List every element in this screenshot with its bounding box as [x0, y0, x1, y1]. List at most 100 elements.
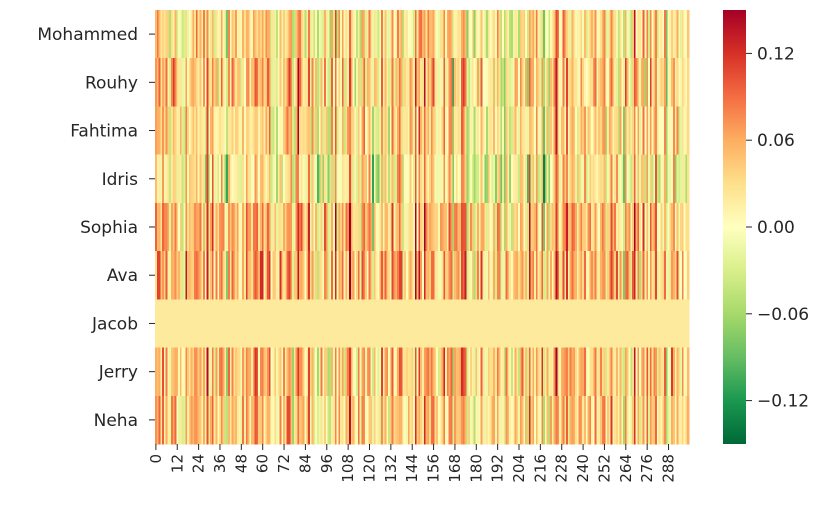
heatmap-cell [589, 58, 592, 107]
heatmap-cell [430, 251, 434, 300]
heatmap-cell [576, 10, 580, 59]
heatmap-cell [398, 202, 402, 252]
heatmap-cell [324, 347, 327, 397]
heatmap-cell [299, 251, 302, 300]
heatmap-cell [256, 58, 259, 107]
heatmap-cell [573, 202, 576, 252]
heatmap-cell [324, 154, 327, 204]
heatmap-cell [276, 299, 279, 348]
heatmap-cell [596, 299, 599, 348]
heatmap-cell [651, 251, 654, 300]
heatmap-cell [432, 395, 435, 445]
heatmap-cell [402, 202, 405, 252]
heatmap-cell [544, 202, 547, 252]
heatmap-cell [600, 202, 603, 252]
heatmap-cell [430, 154, 434, 204]
heatmap-cell [646, 154, 649, 204]
heatmap-cell [505, 154, 508, 204]
heatmap-cell [409, 10, 412, 59]
heatmap-cell [370, 395, 373, 445]
heatmap-cell [505, 347, 508, 397]
heatmap-cell [377, 347, 380, 397]
heatmap-cell [491, 251, 494, 300]
heatmap-cell [461, 395, 464, 445]
heatmap-cell [662, 202, 665, 252]
heatmap-cell [381, 202, 384, 252]
heatmap-cell [395, 10, 398, 59]
heatmap-cell [400, 58, 403, 107]
heatmap-cell [334, 154, 337, 204]
heatmap-cell [516, 395, 519, 445]
heatmap-cell [267, 347, 270, 397]
heatmap-cell [557, 202, 560, 252]
heatmap-cell [276, 10, 279, 59]
heatmap-cell [527, 395, 530, 445]
heatmap-cell [411, 202, 414, 252]
heatmap-cell [493, 10, 496, 59]
heatmap-cell [347, 395, 350, 445]
heatmap-cell [516, 299, 519, 348]
heatmap-cell [475, 154, 478, 204]
heatmap-cell [158, 58, 161, 107]
heatmap-cell [438, 299, 441, 348]
heatmap-cell [539, 251, 542, 300]
heatmap-cell [512, 58, 515, 107]
heatmap-cell [617, 202, 620, 252]
heatmap-cell [389, 58, 393, 107]
heatmap-cell [293, 202, 297, 252]
heatmap-cell [382, 347, 386, 397]
heatmap-cell [462, 347, 466, 397]
heatmap-cell [341, 347, 345, 397]
heatmap-cell [315, 202, 318, 252]
heatmap-cell [514, 106, 517, 156]
heatmap-cell [523, 251, 526, 300]
heatmap-cell [414, 299, 418, 348]
heatmap-cell [600, 395, 603, 445]
heatmap-cell [422, 58, 425, 107]
x-tick-label: 120 [360, 454, 378, 483]
heatmap-cell [486, 251, 489, 300]
heatmap-cell [411, 58, 414, 107]
heatmap-cell [502, 58, 505, 107]
heatmap-cell [251, 299, 254, 348]
heatmap-cell [258, 395, 261, 445]
x-tick-label: 216 [531, 454, 549, 483]
heatmap-cell [373, 347, 377, 397]
heatmap-cell [600, 299, 603, 348]
heatmap-cell [195, 58, 199, 107]
heatmap-cell [596, 251, 599, 300]
heatmap-cell [478, 299, 482, 348]
heatmap-cell [512, 106, 515, 156]
heatmap-cell [238, 106, 241, 156]
heatmap-cell [363, 299, 366, 348]
heatmap-cell [347, 10, 350, 59]
heatmap-cell [365, 58, 368, 107]
heatmap-cell [420, 154, 423, 204]
heatmap-cell [226, 154, 229, 204]
heatmap-cell [185, 395, 188, 445]
heatmap-cell [441, 299, 444, 348]
heatmap-cell [222, 395, 225, 445]
heatmap-cell [327, 299, 330, 348]
heatmap-cell [640, 299, 644, 348]
heatmap-cell [350, 347, 353, 397]
heatmap-cell [616, 10, 619, 59]
heatmap-cell [356, 299, 359, 348]
heatmap-cell [388, 10, 391, 59]
heatmap-cell [678, 202, 681, 252]
heatmap-cell [217, 299, 220, 348]
heatmap-cell [359, 251, 362, 300]
heatmap-cell [231, 395, 234, 445]
heatmap-cell [329, 251, 332, 300]
heatmap-cell [573, 154, 576, 204]
heatmap-cell [293, 347, 297, 397]
heatmap-cell [235, 58, 238, 107]
heatmap-cell [413, 58, 416, 107]
heatmap-cell [402, 347, 405, 397]
heatmap-cell [204, 106, 208, 156]
heatmap-cell [585, 251, 588, 300]
heatmap-cell [229, 202, 232, 252]
heatmap-cell [324, 299, 327, 348]
heatmap-cell [316, 251, 320, 300]
heatmap-cell [208, 10, 211, 59]
